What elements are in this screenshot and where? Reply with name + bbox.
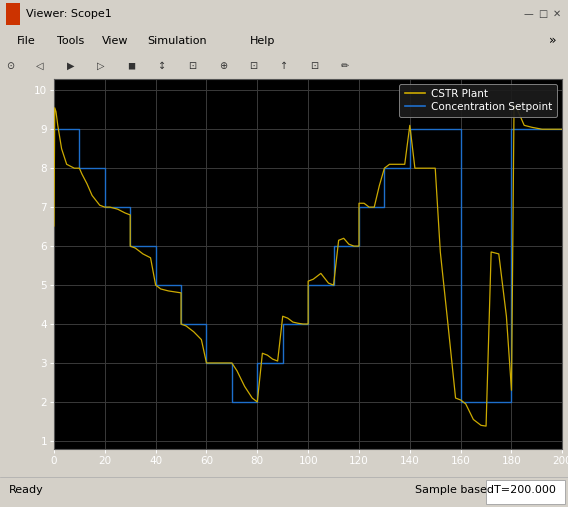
Text: ⊡: ⊡ (249, 61, 257, 71)
Text: ⊙: ⊙ (6, 61, 14, 71)
Text: ⊡: ⊡ (310, 61, 319, 71)
Text: Viewer: Scope1: Viewer: Scope1 (26, 9, 111, 19)
Text: ◁: ◁ (36, 61, 44, 71)
Text: ▷: ▷ (97, 61, 105, 71)
Text: Ready: Ready (9, 485, 43, 495)
Text: View: View (102, 35, 129, 46)
Text: ✕: ✕ (553, 9, 561, 19)
Text: Sample based: Sample based (415, 485, 494, 495)
Text: ✏: ✏ (341, 61, 349, 71)
Text: ◼: ◼ (128, 61, 136, 71)
Legend: CSTR Plant, Concentration Setpoint: CSTR Plant, Concentration Setpoint (399, 84, 557, 117)
Text: □: □ (538, 9, 547, 19)
Text: ⊕: ⊕ (219, 61, 227, 71)
Bar (486, 480, 565, 504)
Text: Simulation: Simulation (148, 35, 207, 46)
Text: ▶: ▶ (66, 61, 74, 71)
Text: Help: Help (250, 35, 275, 46)
Text: File: File (17, 35, 36, 46)
Text: »: » (549, 34, 557, 47)
Text: ↕: ↕ (158, 61, 166, 71)
Bar (6, 3, 20, 25)
Text: Tools: Tools (57, 35, 84, 46)
Text: —: — (523, 9, 533, 19)
Text: ⊡: ⊡ (189, 61, 197, 71)
Text: T=200.000: T=200.000 (495, 485, 556, 495)
Text: ↑: ↑ (280, 61, 288, 71)
